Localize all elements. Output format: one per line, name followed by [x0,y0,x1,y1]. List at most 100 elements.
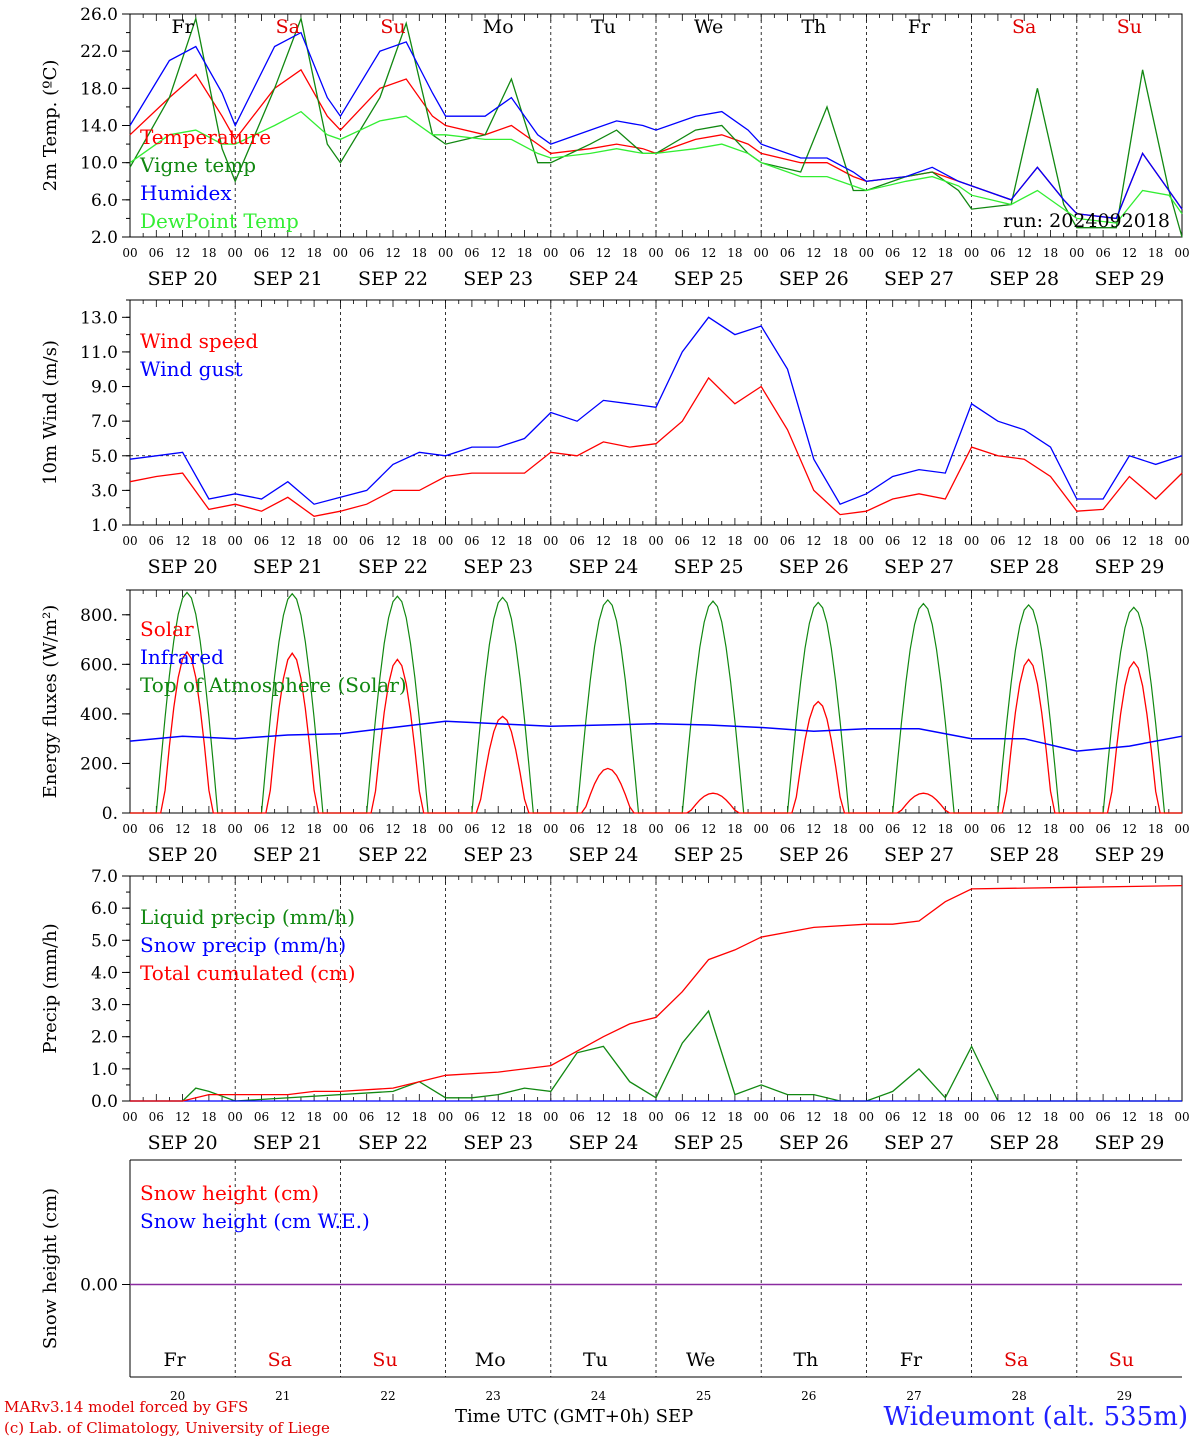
hour-tick-label: 06 [885,246,900,260]
weekday-label: Sa [1012,16,1036,38]
date-label: SEP 27 [884,268,954,290]
date-label: SEP 22 [358,844,428,866]
hour-tick-label: 12 [1122,246,1137,260]
hour-tick-label: 00 [859,1110,874,1124]
date-label: SEP 25 [674,1132,744,1154]
date-label: SEP 21 [253,556,323,578]
hour-tick-label: 06 [675,534,690,548]
weekday-label: Th [801,16,826,38]
date-label: SEP 22 [358,268,428,290]
day-number-label: 25 [696,1389,711,1403]
date-label: SEP 29 [1094,556,1164,578]
hour-tick-label: 12 [175,246,190,260]
hour-tick-label: 18 [201,822,216,836]
hour-tick-label: 18 [1148,822,1163,836]
date-label: SEP 28 [989,1132,1059,1154]
date-label: SEP 24 [568,556,638,578]
weekday-label: Tu [591,16,616,38]
hour-tick-label: 06 [569,822,584,836]
y-tick-label: 26.0 [80,5,118,25]
hour-tick-label: 00 [859,534,874,548]
legend-entry: Top of Atmosphere (Solar) [140,673,407,697]
legend-entry: Snow height (cm W.E.) [140,1209,370,1233]
hour-tick-label: 18 [727,822,742,836]
hour-tick-label: 12 [175,822,190,836]
hour-tick-label: 06 [254,822,269,836]
hour-tick-label: 12 [280,1110,295,1124]
hour-tick-label: 18 [622,1110,637,1124]
weekday-label-bottom: Fr [900,1349,923,1371]
date-label: SEP 21 [253,268,323,290]
hour-tick-label: 18 [306,246,321,260]
hour-tick-label: 18 [622,246,637,260]
hour-tick-label: 12 [806,822,821,836]
hour-tick-label: 12 [1122,822,1137,836]
hour-tick-label: 00 [122,1110,137,1124]
hour-tick-label: 00 [333,534,348,548]
hour-tick-label: 00 [228,822,243,836]
hour-tick-label: 18 [517,534,532,548]
hour-tick-label: 12 [596,534,611,548]
hour-tick-label: 18 [938,1110,953,1124]
y-tick-label: 0.0 [91,1092,118,1112]
series-line-top-of-atmosphere [130,591,1182,814]
date-label: SEP 28 [989,844,1059,866]
hour-tick-label: 06 [254,1110,269,1124]
hour-tick-label: 06 [359,1110,374,1124]
y-tick-label: 600. [80,655,118,675]
y-axis-label: Energy fluxes (W/m²) [40,605,61,799]
hour-tick-label: 06 [149,822,164,836]
hour-tick-label: 18 [412,1110,427,1124]
day-number-label: 28 [1012,1389,1027,1403]
x-axis-month: SEP [655,1406,694,1427]
hour-tick-label: 12 [385,822,400,836]
date-label: SEP 23 [463,844,533,866]
date-label: SEP 24 [568,844,638,866]
hour-tick-label: 06 [990,1110,1005,1124]
hour-tick-label: 06 [885,1110,900,1124]
hour-tick-label: 12 [175,1110,190,1124]
hour-tick-label: 18 [1148,1110,1163,1124]
hour-tick-label: 00 [648,534,663,548]
hour-tick-label: 12 [1017,822,1032,836]
hour-tick-label: 00 [1174,822,1189,836]
hour-tick-label: 00 [1069,822,1084,836]
hour-tick-label: 12 [280,246,295,260]
hour-tick-label: 00 [333,1110,348,1124]
weekday-label: We [694,16,723,38]
hour-tick-label: 00 [228,534,243,548]
weekday-label-bottom: Fr [163,1349,186,1371]
day-number-label: 29 [1117,1389,1132,1403]
hour-tick-label: 18 [832,246,847,260]
hour-tick-label: 00 [754,822,769,836]
legend-entry: Infrared [140,645,224,669]
legend-entry: Snow height (cm) [140,1181,319,1205]
date-label: SEP 24 [568,1132,638,1154]
hour-tick-label: 18 [412,534,427,548]
weekday-label-bottom: Mo [475,1349,506,1371]
hour-tick-label: 00 [543,534,558,548]
date-label: SEP 20 [148,556,218,578]
y-tick-label: 200. [80,754,118,774]
hour-tick-label: 06 [359,822,374,836]
hour-tick-label: 12 [1122,1110,1137,1124]
hour-tick-label: 06 [569,1110,584,1124]
hour-tick-label: 06 [149,1110,164,1124]
legend-entry: Wind speed [140,329,258,353]
hour-tick-label: 00 [648,1110,663,1124]
hour-tick-label: 00 [964,534,979,548]
hour-tick-label: 18 [622,822,637,836]
hour-tick-label: 12 [1017,534,1032,548]
day-number-label: 21 [275,1389,290,1403]
hour-tick-label: 18 [412,246,427,260]
hour-tick-label: 12 [911,246,926,260]
hour-tick-label: 00 [1069,246,1084,260]
series-line-infrared [129,720,1183,752]
y-tick-label: 0. [102,804,118,824]
hour-tick-label: 00 [964,246,979,260]
hour-tick-label: 06 [254,246,269,260]
hour-tick-label: 12 [280,822,295,836]
hour-tick-label: 18 [306,1110,321,1124]
hour-tick-label: 12 [385,1110,400,1124]
hour-tick-label: 18 [412,822,427,836]
